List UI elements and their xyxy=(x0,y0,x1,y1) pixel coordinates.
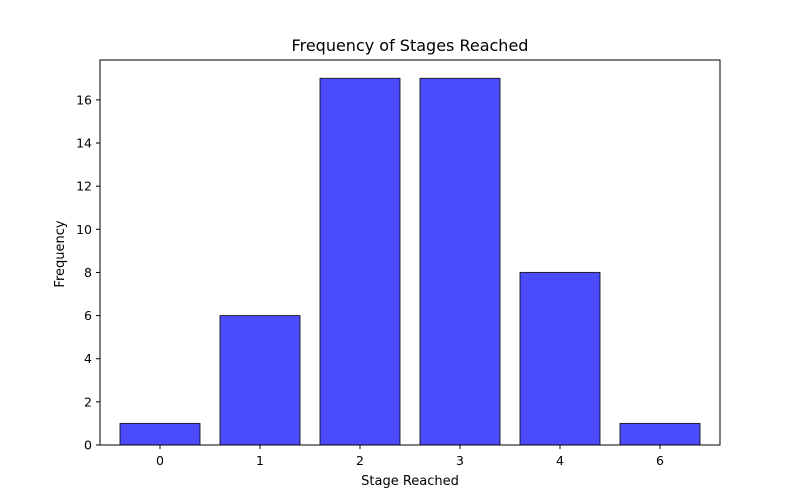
x-tick-label: 2 xyxy=(356,453,364,468)
x-axis-ticks: 0 1 2 3 4 6 xyxy=(156,445,664,468)
bar-stage-2 xyxy=(319,77,401,446)
x-tick-label: 4 xyxy=(556,453,564,468)
x-tick-label: 0 xyxy=(156,453,164,468)
x-tick-label: 1 xyxy=(256,453,264,468)
y-tick-label: 6 xyxy=(84,308,92,323)
bar-stage-4 xyxy=(519,271,601,446)
x-tick-label: 6 xyxy=(656,453,664,468)
y-tick-label: 16 xyxy=(76,92,92,107)
x-tick-label: 3 xyxy=(456,453,464,468)
bar-stage-3 xyxy=(419,77,501,446)
y-tick-label: 10 xyxy=(76,222,92,237)
bar-stage-1 xyxy=(219,315,301,446)
bar-stage-6 xyxy=(619,422,701,446)
bar-stage-0 xyxy=(119,422,201,446)
y-tick-label: 8 xyxy=(84,265,92,280)
plot-frame xyxy=(99,59,721,446)
x-axis-label: Stage Reached xyxy=(361,474,459,489)
plot-area xyxy=(99,59,721,446)
y-tick-label: 12 xyxy=(76,179,92,194)
y-tick-label: 14 xyxy=(76,136,92,151)
chart-title: Frequency of Stages Reached xyxy=(292,36,529,55)
y-axis-label: Frequency xyxy=(53,220,68,287)
y-tick-label: 4 xyxy=(84,351,92,366)
y-axis-ticks: 0 2 4 6 8 10 12 14 16 xyxy=(76,92,100,453)
y-tick-label: 2 xyxy=(84,394,92,409)
bars xyxy=(119,77,701,446)
y-tick-label: 0 xyxy=(84,438,92,453)
